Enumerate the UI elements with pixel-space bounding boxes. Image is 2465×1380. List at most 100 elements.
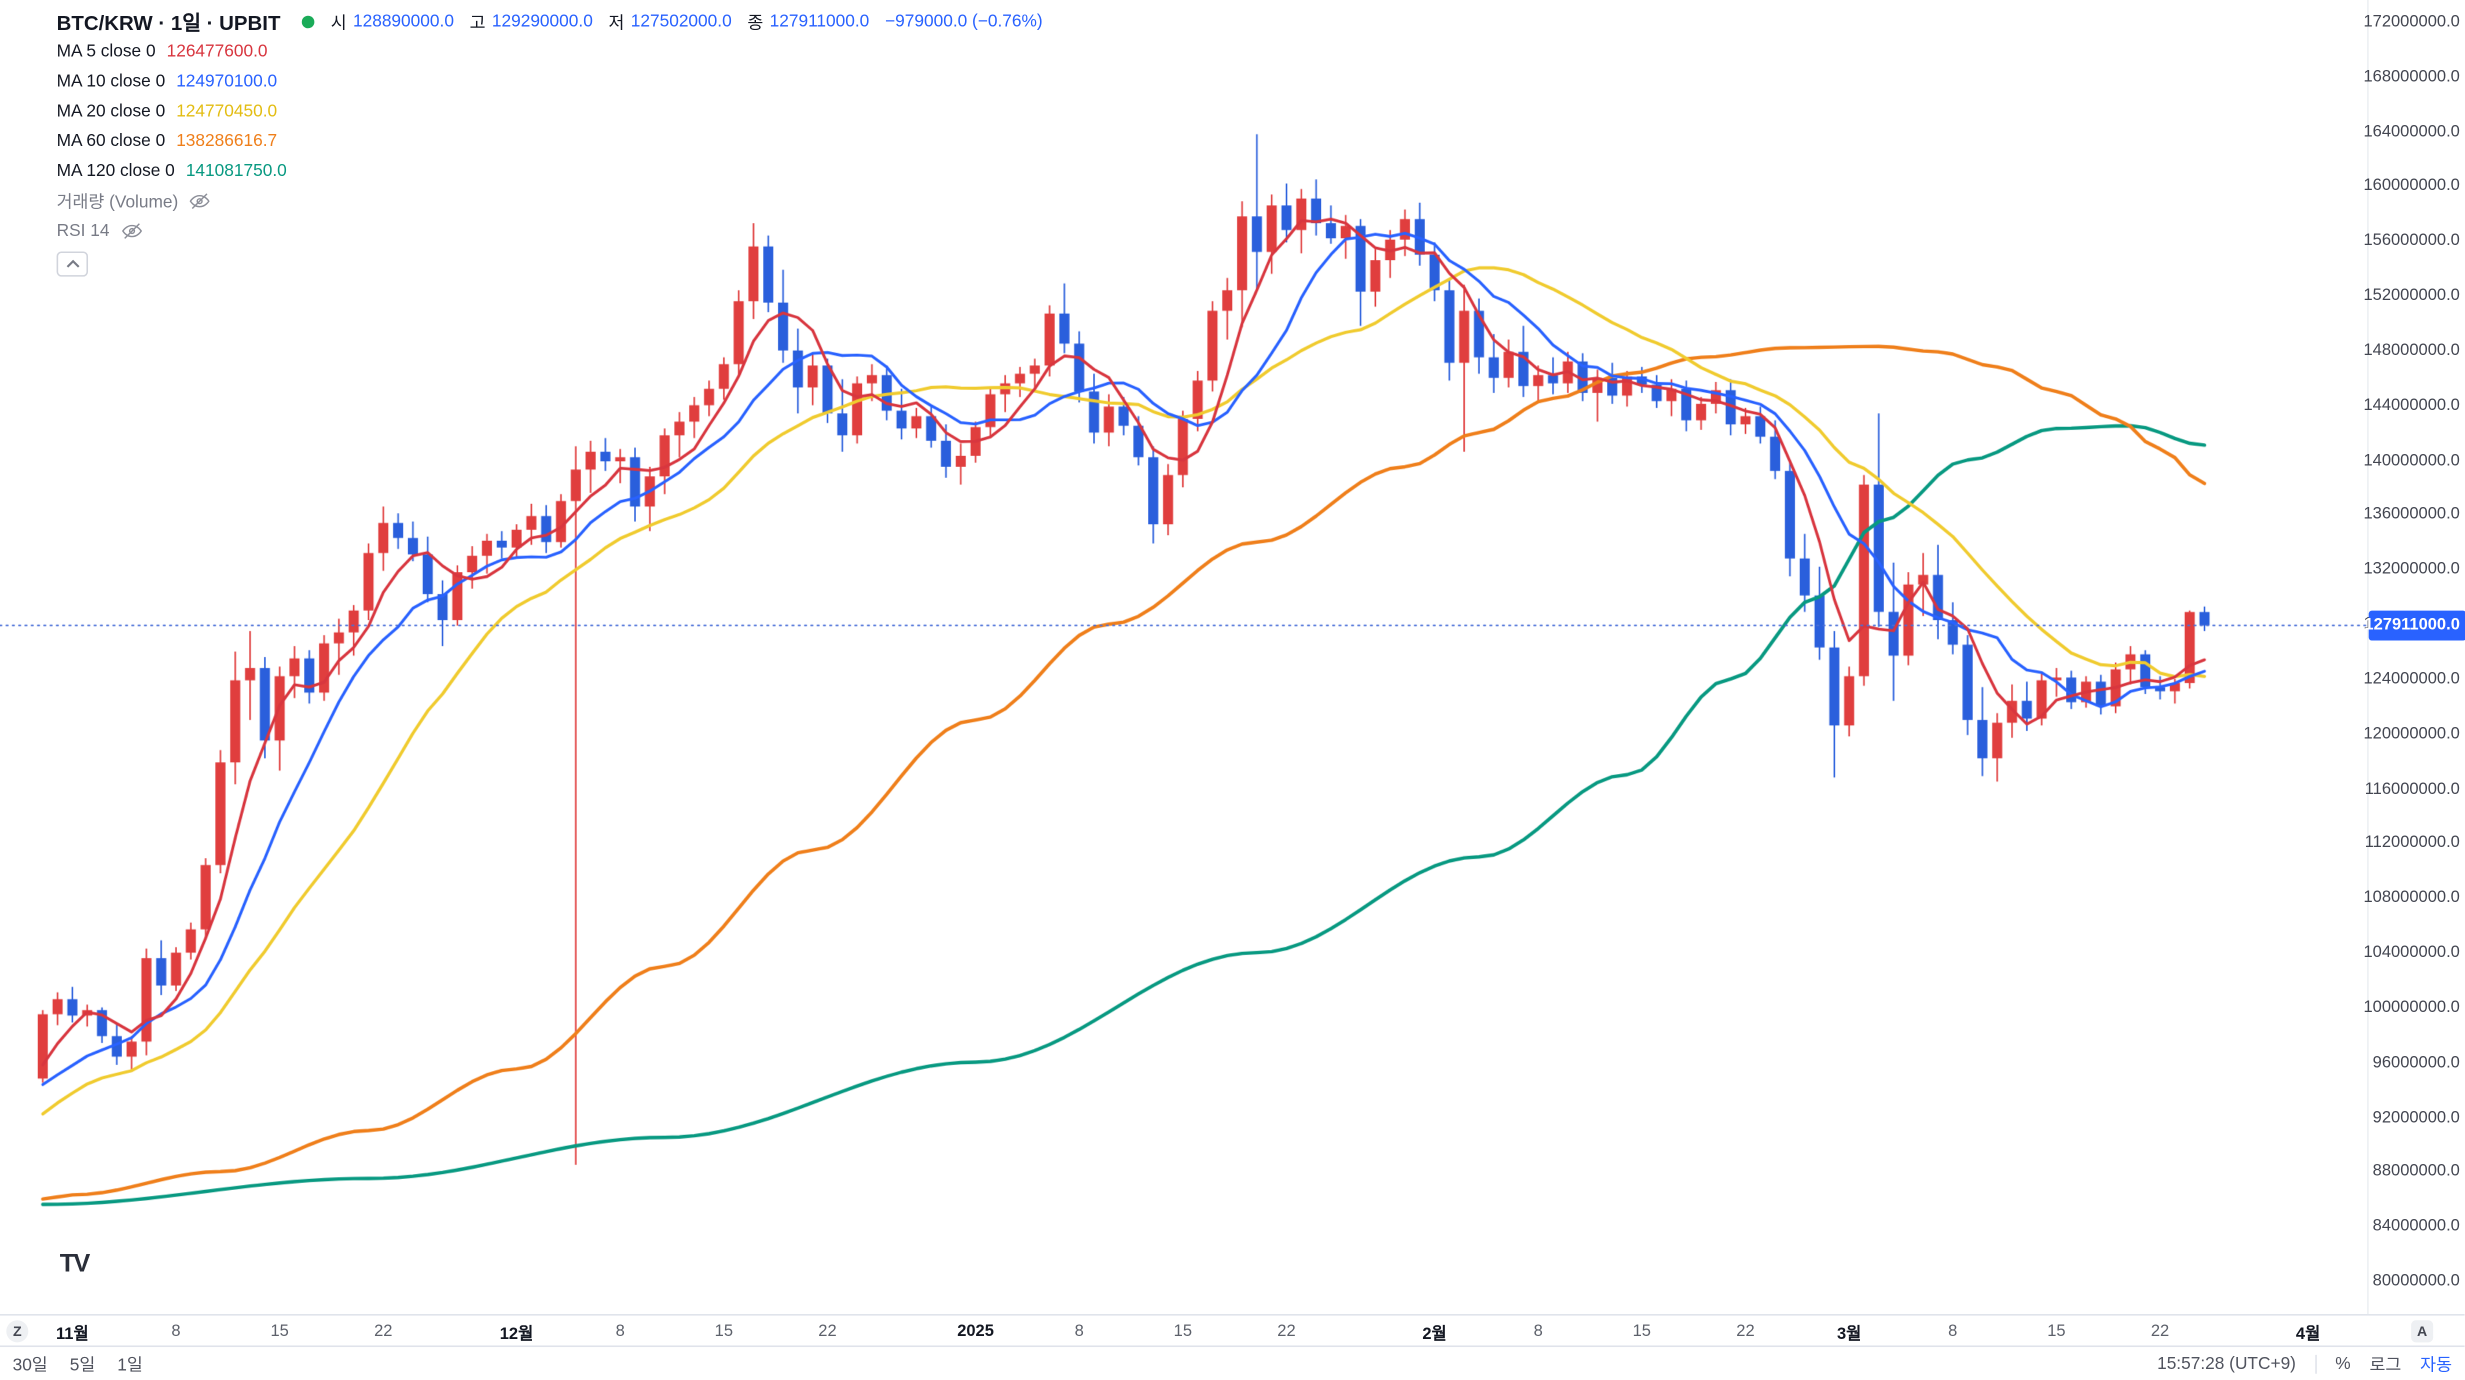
time-axis-label: 8 — [1948, 1321, 1958, 1341]
price-axis-label: 80000000.0 — [2372, 1271, 2460, 1291]
indicator-label: MA 60 close 0 — [56, 131, 166, 151]
time-axis-label: 15 — [270, 1321, 289, 1341]
time-axis-label: 8 — [1533, 1321, 1543, 1341]
price-axis-label: 120000000.0 — [2363, 724, 2460, 744]
price-axis-label: 124000000.0 — [2363, 669, 2460, 689]
legend-collapse-button[interactable] — [56, 251, 89, 277]
eye-off-icon[interactable] — [189, 189, 211, 211]
last-price-tag: 127911000.0 — [2364, 610, 2465, 641]
time-axis-label: 22 — [1736, 1321, 1755, 1341]
volume-label: 거래량 (Volume) — [56, 192, 179, 212]
axis-mode-badge[interactable]: A — [2411, 1320, 2434, 1343]
time-axis-label: 8 — [171, 1321, 181, 1341]
time-axis-label: 2월 — [1422, 1325, 1447, 1344]
log-scale-button[interactable]: 로그 — [2369, 1355, 2402, 1375]
ma-indicator-rows: MA 5 close 0 126477600.0 MA 10 close 0 1249… — [57, 36, 1059, 185]
time-axis-label: 3월 — [1836, 1325, 1862, 1344]
market-status-dot — [302, 14, 316, 28]
range-button[interactable]: 1일 — [117, 1355, 143, 1375]
time-axis-label: 15 — [1173, 1321, 1193, 1341]
chevron-up-icon — [65, 259, 79, 268]
price-axis-label: 140000000.0 — [2363, 450, 2460, 470]
low-label: 저 — [608, 13, 625, 33]
time-axis-label: 15 — [1632, 1321, 1652, 1341]
time-axis-label: 11월 — [56, 1325, 89, 1344]
range-buttons: 30일 5일 1일 — [13, 1351, 143, 1376]
eye-off-icon[interactable] — [120, 219, 142, 241]
price-axis-label: 172000000.0 — [2363, 12, 2460, 32]
price-chart-canvas[interactable] — [0, 0, 2368, 1315]
time-axis-label: 8 — [1074, 1321, 1084, 1341]
change-value: −979000.0 (−0.76%) — [885, 11, 1043, 31]
price-axis-label: 156000000.0 — [2363, 231, 2460, 251]
time-axis-label: 2025 — [957, 1321, 994, 1341]
range-button[interactable]: 5일 — [69, 1355, 96, 1375]
toolbar-divider — [2314, 1354, 2317, 1373]
time-axis[interactable]: Z A 11월 8 15 22 12월 8 15 22 2025 8 15 22 2월 8 15 22 3월 8 1… — [0, 1314, 2465, 1348]
indicator-value: 124970100.0 — [176, 71, 278, 91]
tradingview-logo[interactable]: TV — [59, 1251, 91, 1278]
chart-pane[interactable]: BTC/KRW · 1일 · UPBIT 시 128890000.0 고 129… — [0, 0, 2368, 1315]
price-axis-label: 132000000.0 — [2363, 559, 2460, 579]
indicator-row[interactable]: MA 10 close 0 124970100.0 — [57, 66, 1059, 96]
symbol-row: BTC/KRW · 1일 · UPBIT 시 128890000.0 고 129… — [57, 6, 1059, 36]
price-axis-label: 148000000.0 — [2363, 341, 2460, 360]
indicator-label: MA 5 close 0 — [56, 41, 156, 61]
price-axis-label: 104000000.0 — [2363, 943, 2460, 963]
price-axis-label: 144000000.0 — [2363, 395, 2460, 415]
indicator-row[interactable]: MA 5 close 0 126477600.0 — [57, 36, 1059, 66]
scale-controls: 15:57:28 (UTC+9) % 로그 자동 — [2157, 1351, 2452, 1376]
price-axis-label: 108000000.0 — [2363, 888, 2460, 908]
high-value: 129290000.0 — [491, 11, 593, 31]
indicator-row[interactable]: MA 60 close 0 138286616.7 — [57, 126, 1059, 156]
price-axis-label: 164000000.0 — [2363, 122, 2460, 141]
price-axis-label: 96000000.0 — [2372, 1052, 2460, 1072]
time-axis-label: 22 — [2150, 1321, 2170, 1341]
time-axis-label: 4월 — [2295, 1325, 2321, 1344]
time-axis-label: 22 — [374, 1321, 393, 1341]
clock[interactable]: 15:57:28 (UTC+9) — [2157, 1354, 2296, 1373]
price-axis-label: 100000000.0 — [2363, 997, 2460, 1017]
chart-legend: BTC/KRW · 1일 · UPBIT 시 128890000.0 고 129… — [56, 6, 1059, 277]
time-axis-label: 15 — [714, 1321, 734, 1341]
price-axis-label: 152000000.0 — [2363, 286, 2460, 306]
indicator-row[interactable]: MA 120 close 0 141081750.0 — [57, 156, 1059, 186]
timezone-badge[interactable]: Z — [6, 1320, 29, 1343]
price-axis-label: 160000000.0 — [2363, 176, 2460, 196]
indicator-value: 124770450.0 — [176, 101, 278, 121]
price-axis-label: 168000000.0 — [2363, 67, 2460, 87]
range-button[interactable]: 30일 — [12, 1355, 48, 1375]
close-value: 127911000.0 — [769, 11, 870, 31]
price-axis-label: 88000000.0 — [2372, 1162, 2460, 1182]
indicator-value: 126477600.0 — [166, 41, 268, 61]
time-axis-label: 8 — [615, 1321, 625, 1341]
low-value: 127502000.0 — [630, 11, 732, 31]
indicator-value: 138286616.7 — [176, 131, 278, 151]
price-axis-label: 92000000.0 — [2372, 1107, 2460, 1127]
indicator-value: 141081750.0 — [185, 161, 287, 180]
price-axis-label: 116000000.0 — [2364, 778, 2460, 798]
auto-scale-button[interactable]: 자동 — [2420, 1355, 2453, 1375]
time-axis-label: 22 — [818, 1321, 837, 1341]
symbol-title[interactable]: BTC/KRW · 1일 · UPBIT — [56, 11, 281, 35]
rsi-indicator-row[interactable]: RSI 14 — [57, 215, 1059, 245]
indicator-label: MA 20 close 0 — [56, 101, 166, 121]
rsi-label: RSI 14 — [56, 220, 110, 240]
indicator-label: MA 10 close 0 — [56, 71, 166, 91]
price-axis-label: 84000000.0 — [2372, 1216, 2460, 1236]
open-label: 시 — [330, 13, 347, 33]
close-label: 종 — [747, 13, 764, 33]
percent-scale-button[interactable]: % — [2335, 1354, 2351, 1373]
indicator-row[interactable]: MA 20 close 0 124770450.0 — [57, 96, 1059, 126]
time-axis-label: 12월 — [499, 1325, 534, 1344]
time-axis-label: 22 — [1277, 1321, 1296, 1341]
high-label: 고 — [469, 13, 486, 33]
volume-indicator-row[interactable]: 거래량 (Volume) — [57, 185, 1059, 215]
price-axis[interactable]: 127911000.0 172000000.0 168000000.0 164000… — [2363, 0, 2465, 1315]
bottom-toolbar: 30일 5일 1일 15:57:28 (UTC+9) % 로그 자동 — [0, 1345, 2465, 1380]
open-value: 128890000.0 — [352, 11, 454, 31]
indicator-label: MA 120 close 0 — [56, 161, 175, 180]
price-axis-label: 136000000.0 — [2363, 505, 2460, 525]
time-axis-label: 15 — [2047, 1321, 2066, 1341]
